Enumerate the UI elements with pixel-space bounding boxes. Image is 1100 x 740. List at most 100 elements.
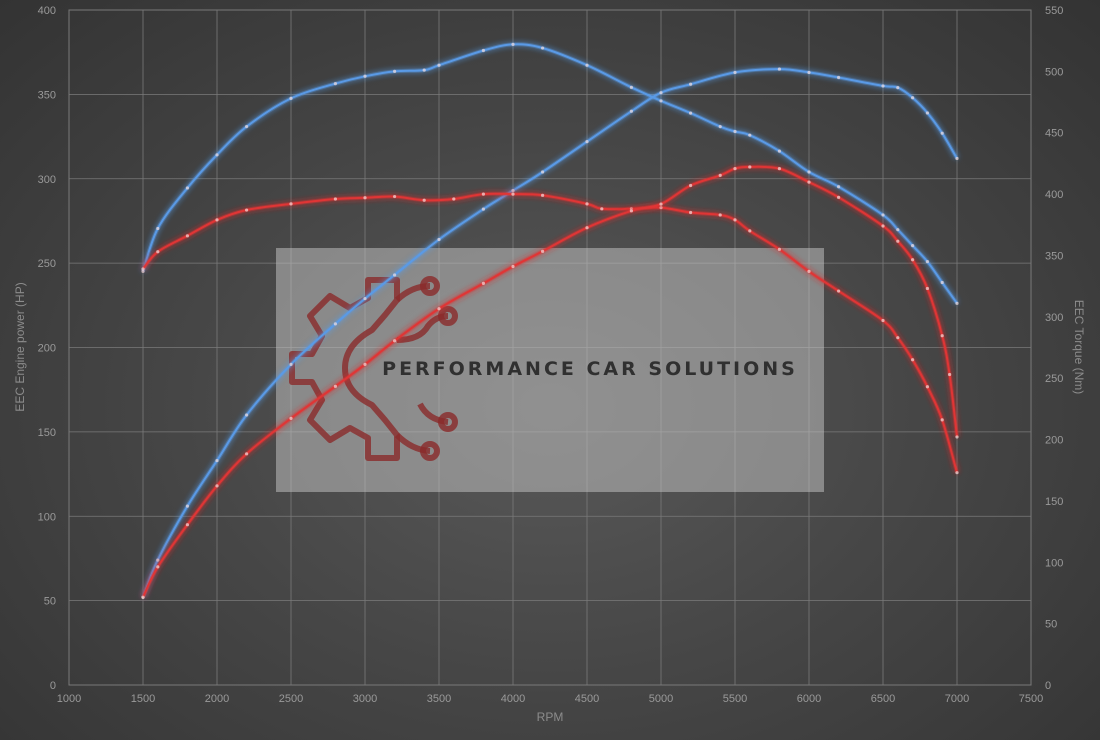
data-point — [733, 129, 737, 134]
data-point — [896, 239, 900, 243]
data-point — [777, 149, 782, 153]
y-right-tick-label: 50 — [1045, 619, 1057, 631]
data-point — [940, 334, 944, 338]
data-point — [689, 82, 693, 86]
y-right-tick-label: 0 — [1045, 680, 1051, 692]
gridlines — [68, 9, 1032, 686]
data-point — [156, 565, 160, 569]
data-point — [541, 193, 545, 197]
data-point — [245, 124, 249, 129]
data-point — [881, 224, 885, 228]
data-point — [511, 188, 515, 193]
data-point — [185, 186, 189, 190]
data-point — [481, 281, 485, 285]
x-tick-label: 7000 — [945, 693, 969, 705]
x-tick-label: 6000 — [797, 693, 821, 705]
watermark-logo: PERFORMANCE CAR SOLUTIONS — [276, 248, 824, 492]
data-point — [659, 99, 663, 103]
data-point — [393, 69, 397, 73]
data-point — [185, 523, 189, 527]
data-point — [925, 385, 930, 389]
data-point — [511, 192, 515, 196]
data-point — [896, 228, 900, 232]
data-point — [333, 384, 337, 388]
data-point — [437, 307, 441, 311]
data-point — [585, 202, 589, 206]
data-point — [689, 183, 693, 188]
data-point — [363, 196, 367, 200]
y-axis-right-ticks: 0 50 100 150 200 250 300 350 400 450 500 550 — [1045, 5, 1063, 692]
y-right-tick-label: 200 — [1045, 435, 1063, 447]
data-point — [333, 82, 337, 86]
y-left-tick-label: 400 — [38, 5, 56, 17]
x-tick-label: 1500 — [131, 693, 155, 705]
data-point — [733, 70, 737, 75]
data-point — [600, 207, 604, 211]
data-point — [585, 63, 589, 67]
data-point — [289, 416, 293, 420]
x-tick-label: 7500 — [1019, 693, 1043, 705]
data-point — [481, 48, 485, 53]
y-right-tick-label: 150 — [1045, 496, 1063, 508]
data-point — [363, 362, 367, 366]
series-line — [142, 165, 958, 598]
data-point — [689, 210, 693, 215]
data-point — [333, 322, 337, 326]
y-right-tick-label: 250 — [1045, 373, 1063, 385]
data-point — [748, 165, 752, 169]
data-point — [156, 226, 160, 231]
data-point — [541, 170, 545, 174]
data-point — [777, 67, 782, 71]
data-point — [925, 111, 930, 115]
y-left-tick-label: 150 — [38, 427, 56, 439]
data-point — [481, 192, 485, 196]
data-point — [940, 280, 944, 285]
series-2 — [141, 191, 959, 475]
y-left-tick-label: 250 — [38, 258, 56, 270]
data-point — [837, 195, 841, 199]
series-0 — [141, 42, 959, 305]
data-point — [659, 205, 663, 210]
data-point — [245, 208, 249, 212]
data-point — [881, 318, 885, 323]
data-point — [363, 296, 367, 301]
data-point — [807, 269, 811, 274]
data-point — [141, 269, 145, 274]
x-tick-label: 2500 — [279, 693, 303, 705]
data-point — [718, 213, 722, 217]
data-point — [911, 244, 915, 248]
series-line — [142, 43, 958, 304]
data-point — [585, 140, 589, 144]
data-point — [896, 86, 900, 90]
data-point — [452, 197, 456, 201]
y-left-tick-label: 200 — [38, 343, 56, 355]
data-point — [925, 286, 930, 291]
data-point — [215, 153, 219, 157]
x-tick-label: 4500 — [575, 693, 599, 705]
data-point — [481, 207, 485, 211]
data-point — [215, 218, 219, 222]
data-point — [289, 96, 293, 100]
data-point — [185, 504, 189, 508]
x-tick-label: 3000 — [353, 693, 377, 705]
data-point — [511, 264, 515, 269]
x-axis-ticks: 1000 1500 2000 2500 3000 3500 4000 4500 5000 5500… — [57, 693, 1043, 705]
data-point — [289, 202, 293, 206]
data-point — [629, 85, 634, 89]
data-point — [629, 109, 634, 113]
data-point — [911, 258, 915, 262]
data-point — [955, 471, 959, 475]
data-point — [718, 124, 722, 129]
watermark-text: PERFORMANCE CAR SOLUTIONS — [382, 358, 798, 380]
data-point — [659, 91, 663, 95]
data-point — [659, 202, 663, 206]
gear-circuit-icon — [289, 276, 458, 461]
data-point — [541, 46, 545, 50]
data-point — [437, 63, 441, 67]
data-point — [689, 111, 693, 115]
data-point — [777, 167, 782, 171]
data-point — [837, 289, 841, 293]
data-point — [777, 247, 782, 251]
data-point — [955, 301, 959, 305]
